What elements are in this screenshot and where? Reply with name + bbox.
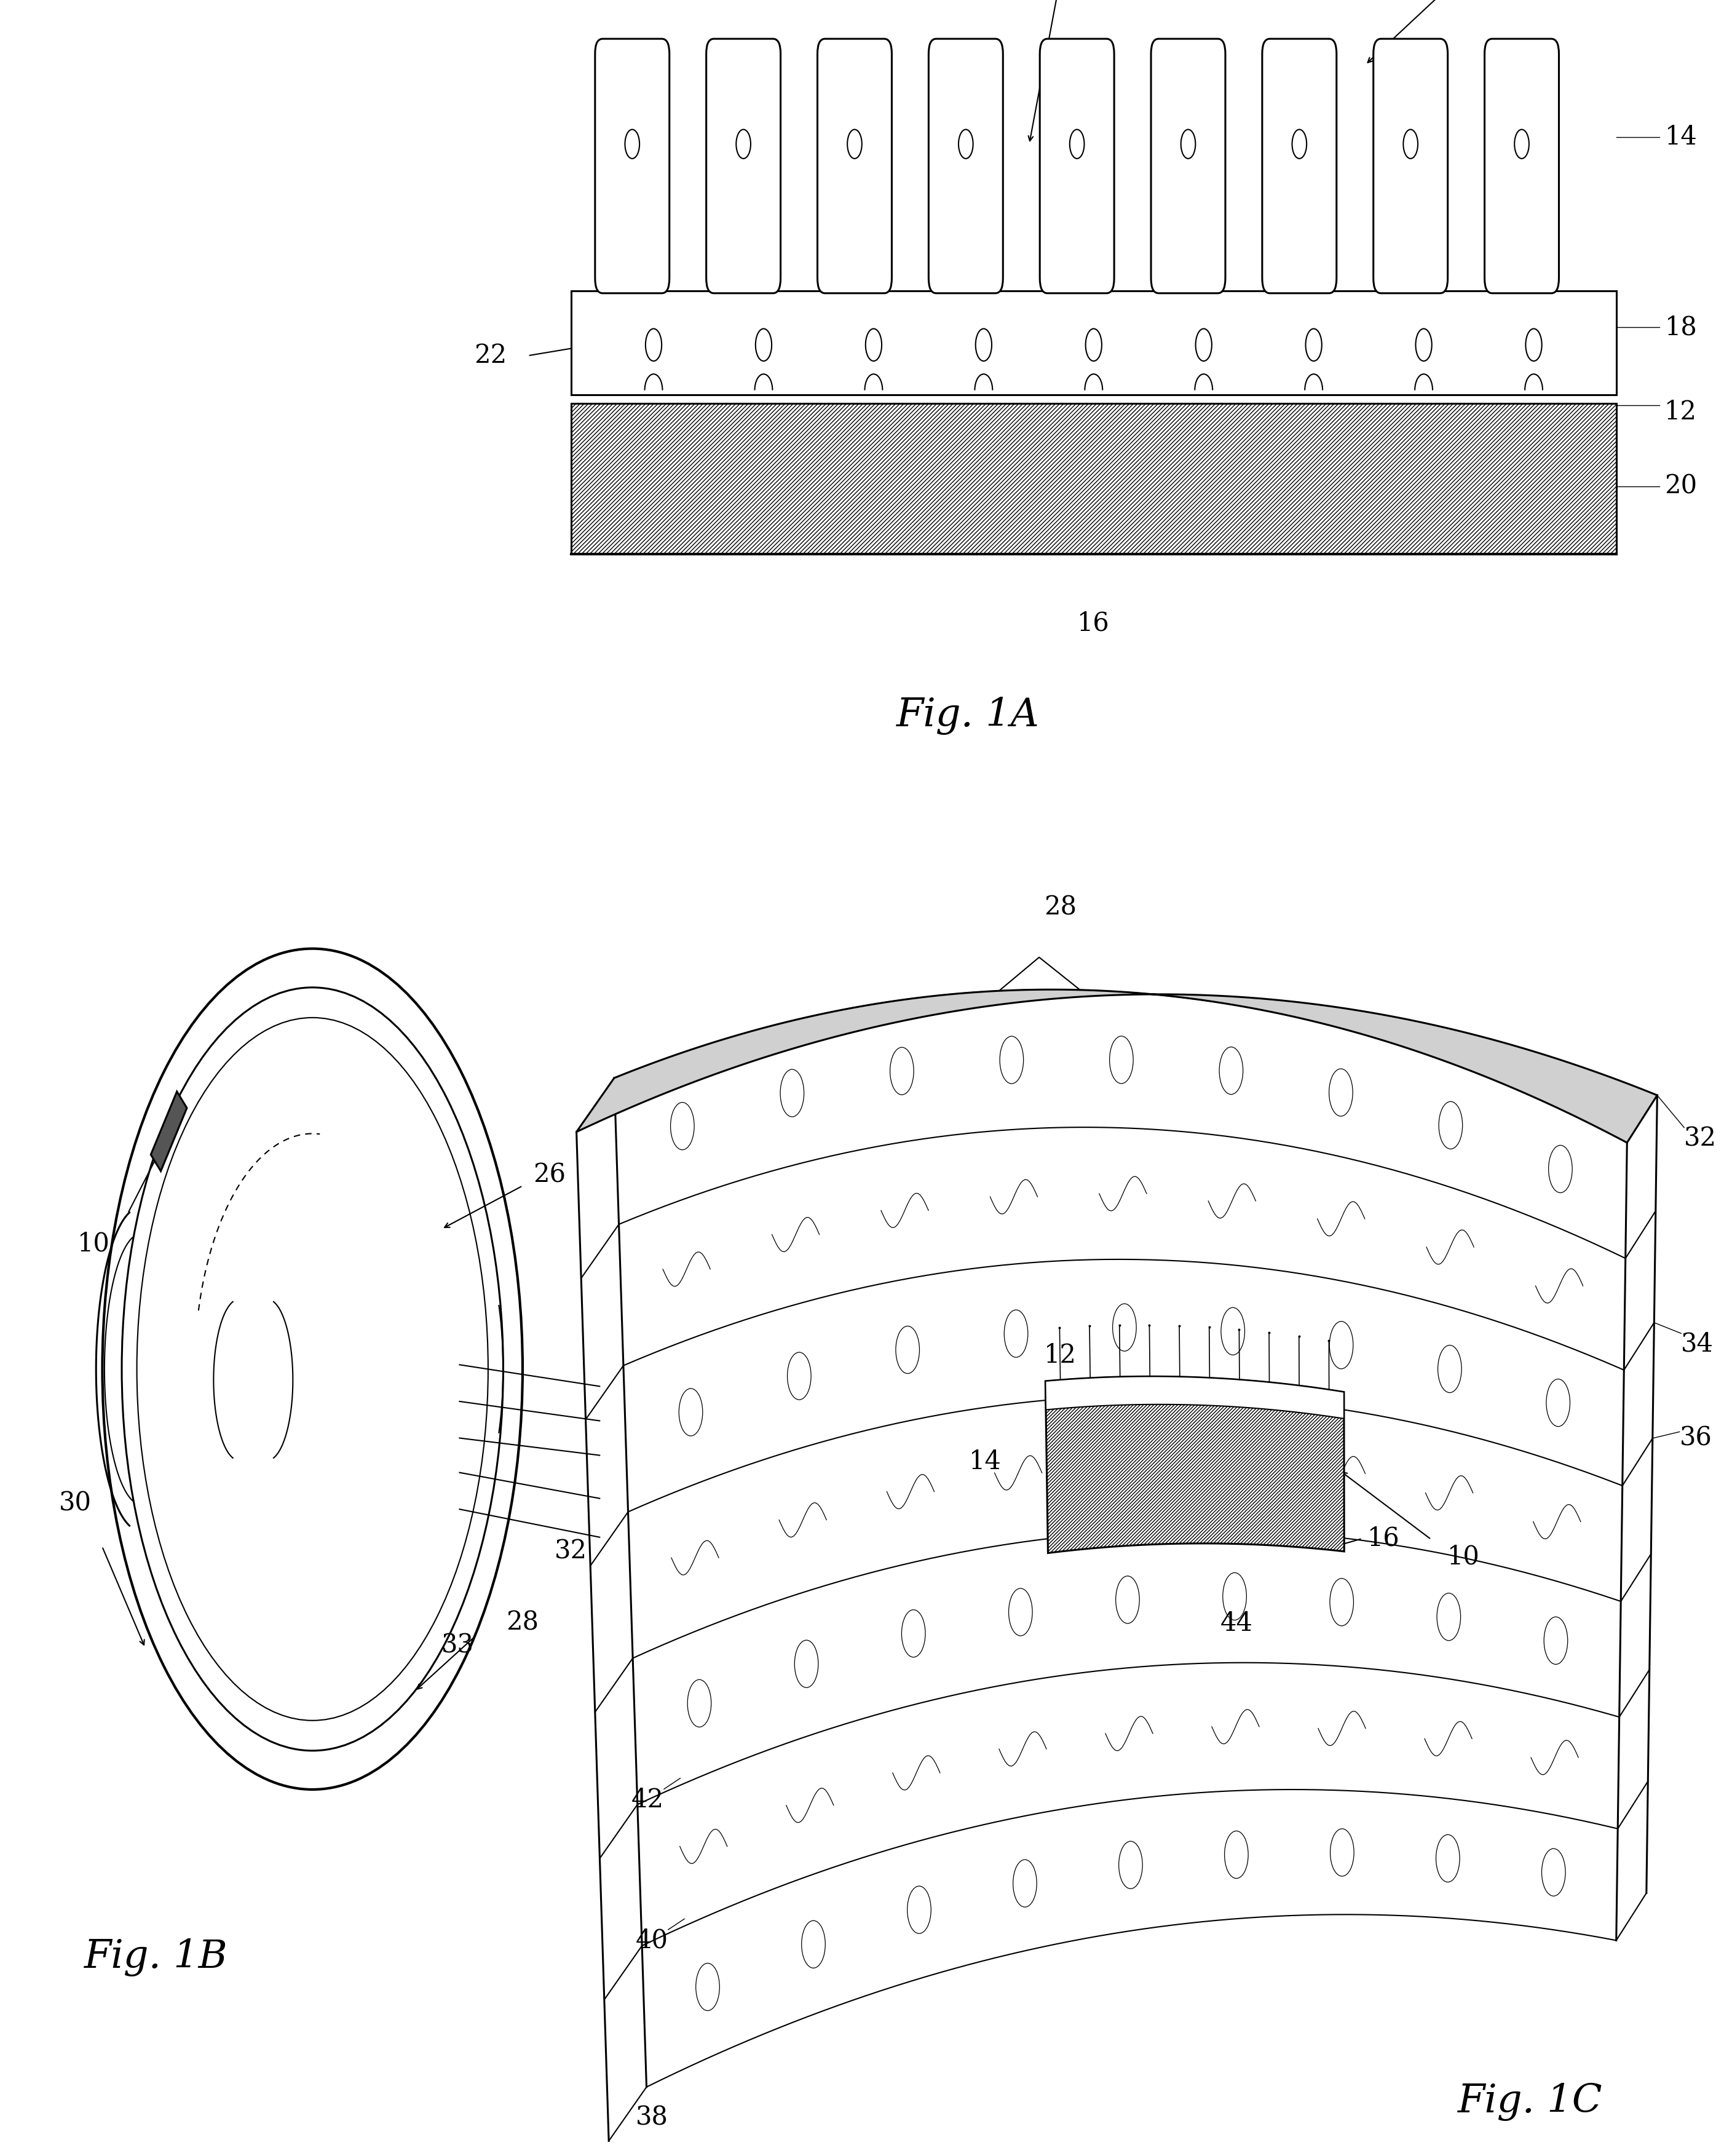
Bar (571, 403, 1617, 554)
FancyBboxPatch shape (817, 39, 891, 293)
FancyBboxPatch shape (707, 39, 781, 293)
Polygon shape (638, 1662, 1619, 1945)
Polygon shape (150, 1091, 186, 1171)
Text: Fig. 1C: Fig. 1C (1457, 2083, 1603, 2122)
Text: 38: 38 (636, 2104, 669, 2130)
Text: 34: 34 (1681, 1330, 1714, 1356)
Polygon shape (641, 1789, 1617, 2087)
Polygon shape (624, 1259, 1624, 1511)
Text: 32: 32 (555, 1537, 588, 1563)
Polygon shape (628, 1395, 1622, 1658)
Text: Fig. 1A: Fig. 1A (896, 696, 1040, 735)
Text: 42: 42 (631, 1787, 664, 1813)
Text: 20: 20 (1665, 474, 1696, 498)
Text: 44: 44 (1221, 1611, 1253, 1636)
Polygon shape (576, 990, 1657, 1143)
Polygon shape (1045, 1376, 1345, 1419)
Text: 10: 10 (78, 1231, 110, 1257)
Text: 28: 28 (507, 1608, 538, 1634)
Polygon shape (619, 1128, 1626, 1369)
FancyBboxPatch shape (1152, 39, 1226, 293)
Text: 30: 30 (59, 1490, 91, 1516)
Text: 14: 14 (969, 1449, 1002, 1475)
Text: 16: 16 (1078, 610, 1110, 636)
Polygon shape (633, 1529, 1621, 1805)
Text: 14: 14 (1665, 125, 1696, 149)
FancyBboxPatch shape (1374, 39, 1448, 293)
FancyBboxPatch shape (1040, 39, 1114, 293)
Text: 32: 32 (1684, 1125, 1717, 1151)
Text: 36: 36 (1679, 1425, 1712, 1451)
Text: 26: 26 (533, 1162, 565, 1188)
Bar (571, 403, 1617, 554)
FancyBboxPatch shape (595, 39, 669, 293)
Text: 10: 10 (1446, 1544, 1479, 1570)
Polygon shape (614, 990, 1627, 1259)
Text: 16: 16 (1367, 1526, 1400, 1552)
Text: 33: 33 (441, 1632, 474, 1658)
Text: 22: 22 (474, 343, 507, 369)
Text: 18: 18 (1665, 315, 1696, 341)
Text: 12: 12 (1045, 1343, 1078, 1369)
FancyBboxPatch shape (1484, 39, 1558, 293)
FancyBboxPatch shape (1262, 39, 1336, 293)
FancyBboxPatch shape (929, 39, 1003, 293)
Text: Fig. 1B: Fig. 1B (84, 1938, 228, 1977)
Text: 28: 28 (1045, 895, 1078, 921)
Polygon shape (1045, 1376, 1345, 1552)
Bar (571, 291, 1617, 395)
Text: 40: 40 (636, 1927, 669, 1953)
Text: 12: 12 (1665, 399, 1696, 425)
